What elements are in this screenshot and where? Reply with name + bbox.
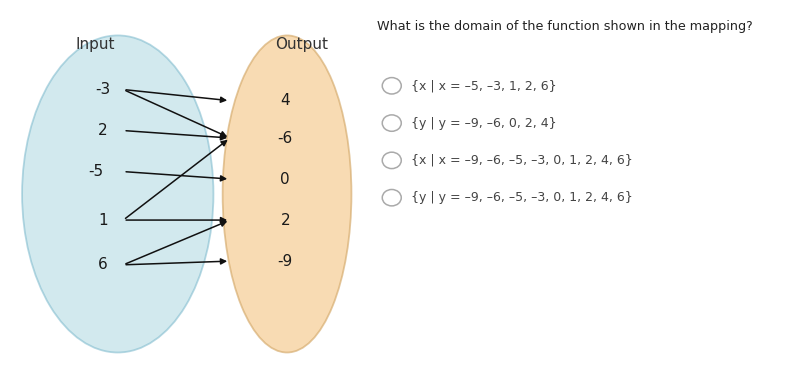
Text: 2: 2 bbox=[98, 123, 108, 138]
Ellipse shape bbox=[222, 35, 351, 352]
Text: {y | y = –9, –6, –5, –3, 0, 1, 2, 4, 6}: {y | y = –9, –6, –5, –3, 0, 1, 2, 4, 6} bbox=[411, 191, 633, 204]
Text: 4: 4 bbox=[280, 93, 290, 108]
Text: {x | x = –9, –6, –5, –3, 0, 1, 2, 4, 6}: {x | x = –9, –6, –5, –3, 0, 1, 2, 4, 6} bbox=[411, 154, 633, 167]
Text: 0: 0 bbox=[280, 172, 290, 186]
Text: 2: 2 bbox=[280, 213, 290, 228]
Ellipse shape bbox=[22, 35, 214, 352]
Text: 6: 6 bbox=[98, 257, 108, 272]
Text: -3: -3 bbox=[95, 82, 110, 97]
Text: -5: -5 bbox=[88, 164, 103, 179]
Text: Input: Input bbox=[76, 37, 115, 52]
Text: What is the domain of the function shown in the mapping?: What is the domain of the function shown… bbox=[377, 20, 752, 32]
Text: Output: Output bbox=[275, 37, 328, 52]
Text: -6: -6 bbox=[278, 131, 293, 145]
Text: {x | x = –5, –3, 1, 2, 6}: {x | x = –5, –3, 1, 2, 6} bbox=[411, 79, 557, 92]
Text: -9: -9 bbox=[278, 254, 293, 269]
Text: {y | y = –9, –6, 0, 2, 4}: {y | y = –9, –6, 0, 2, 4} bbox=[411, 117, 557, 129]
Text: 1: 1 bbox=[98, 213, 108, 228]
